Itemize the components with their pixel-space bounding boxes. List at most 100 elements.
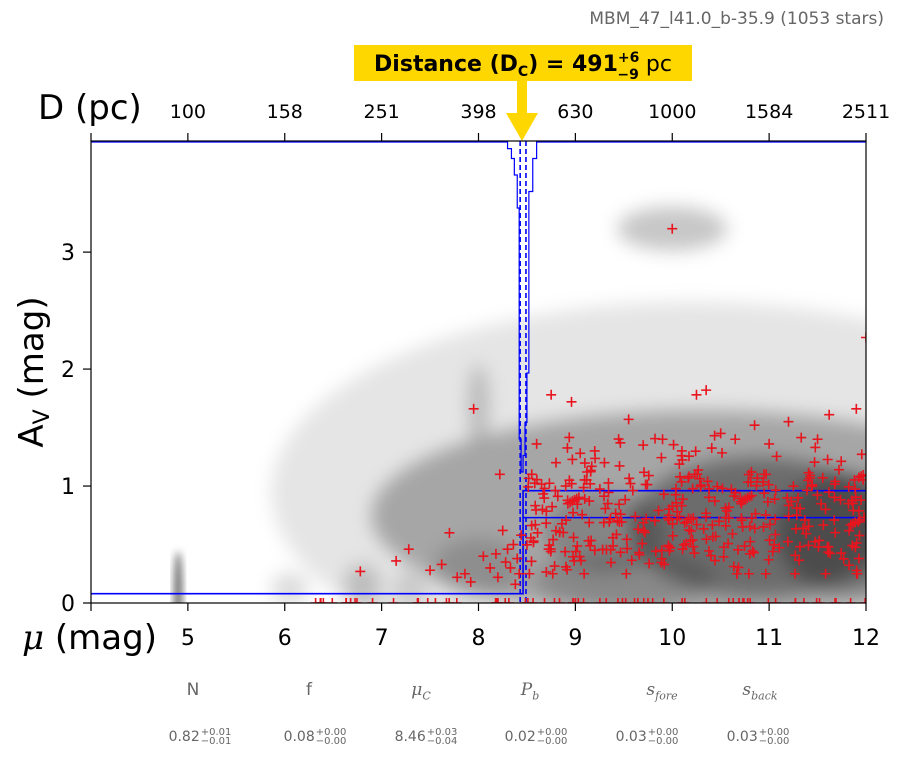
- star-marker: [767, 546, 778, 557]
- star-marker: [829, 515, 840, 526]
- y-tick-label: 3: [61, 241, 75, 266]
- x-axis: 5 6 7 8 9 10 11 12: [90, 603, 880, 651]
- star-marker: [598, 517, 609, 528]
- star-marker: [672, 513, 683, 524]
- star-marker: [649, 515, 660, 526]
- star-marker: [794, 555, 805, 566]
- star-marker: [701, 534, 712, 545]
- x-tick-label: 6: [278, 626, 292, 651]
- star-marker: [663, 541, 674, 552]
- distance-label: Distance (DC) = 491+6 −9 pc: [374, 50, 672, 83]
- star-marker: [606, 557, 617, 568]
- star-marker: [502, 544, 513, 555]
- star-marker: [836, 548, 847, 559]
- star-marker: [674, 471, 685, 482]
- star-marker: [762, 496, 773, 507]
- param-value-sfore: 0.03 +0.00 −0.00: [615, 727, 679, 747]
- star-marker: [541, 566, 552, 577]
- star-marker: [812, 434, 823, 445]
- star-marker: [413, 598, 424, 603]
- y-axis-label: AV (mag): [12, 296, 55, 447]
- star-marker: [605, 513, 616, 524]
- star-marker: [809, 457, 820, 468]
- star-marker: [688, 513, 699, 524]
- star-marker: [497, 525, 508, 536]
- star-marker: [478, 551, 489, 562]
- star-marker: [658, 489, 669, 500]
- star-marker: [622, 543, 633, 554]
- star-marker: [728, 561, 739, 572]
- star-marker: [794, 541, 805, 552]
- density-blobs: [271, 206, 866, 603]
- star-marker: [676, 450, 687, 461]
- star-marker: [522, 598, 533, 603]
- star-marker: [523, 481, 534, 492]
- star-marker: [737, 598, 748, 603]
- star-marker: [632, 598, 643, 603]
- star-marker: [573, 492, 584, 503]
- star-marker: [551, 457, 561, 468]
- star-marker: [690, 446, 701, 457]
- star-marker: [830, 527, 841, 538]
- star-marker: [709, 496, 720, 507]
- star-marker: [614, 517, 625, 528]
- star-marker: [541, 518, 552, 529]
- star-marker: [565, 497, 576, 508]
- star-marker: [633, 524, 644, 535]
- star-marker: [742, 598, 753, 603]
- top-tick-label: 630: [557, 101, 593, 123]
- star-marker: [702, 476, 713, 487]
- density-peak: [174, 551, 183, 603]
- density-peaks: [174, 551, 183, 603]
- star-marker: [700, 511, 711, 522]
- star-marker: [584, 517, 595, 528]
- star-marker: [747, 546, 758, 557]
- star-marker: [812, 490, 823, 501]
- star-marker: [856, 495, 866, 506]
- star-marker: [503, 598, 514, 603]
- star-marker: [639, 527, 650, 538]
- star-marker: [623, 414, 634, 425]
- star-marker: [860, 598, 866, 603]
- star-marker: [800, 515, 811, 526]
- star-marker: [814, 598, 825, 603]
- star-marker: [811, 598, 822, 603]
- star-marker: [656, 557, 667, 568]
- star-marker: [667, 501, 678, 512]
- star-marker: [793, 492, 804, 503]
- star-marker: [783, 511, 794, 522]
- param-name-f: f: [306, 680, 312, 700]
- star-marker: [547, 568, 558, 579]
- star-marker: [737, 521, 748, 532]
- star-marker: [856, 449, 866, 460]
- star-marker: [584, 496, 595, 507]
- star-marker: [703, 492, 714, 503]
- star-marker: [600, 503, 611, 514]
- star-marker: [835, 494, 846, 505]
- distance-banner-box: [354, 45, 692, 81]
- star-marker: [733, 562, 744, 573]
- star-marker: [548, 534, 559, 545]
- star-marker: [695, 481, 706, 492]
- star-marker: [764, 535, 775, 546]
- star-marker: [807, 479, 818, 490]
- star-marker: [355, 566, 366, 577]
- star-marker: [856, 471, 866, 482]
- star-marker: [560, 561, 571, 572]
- star-marker: [643, 470, 654, 481]
- distance-prefix: Distance (D: [374, 52, 518, 77]
- star-marker: [771, 451, 782, 462]
- star-marker: [612, 598, 623, 603]
- star-marker: [816, 498, 827, 509]
- star-marker: [790, 598, 801, 603]
- star-marker: [759, 488, 770, 499]
- star-marker: [676, 476, 687, 487]
- star-marker: [572, 499, 583, 510]
- param-name-pb: Pb: [520, 680, 540, 703]
- star-marker: [658, 598, 669, 603]
- star-marker: [769, 539, 780, 550]
- param-value-muc: 8.46 +0.03 −0.04: [394, 727, 458, 747]
- star-marker: [653, 505, 664, 516]
- star-marker: [572, 541, 583, 552]
- star-marker: [848, 518, 858, 529]
